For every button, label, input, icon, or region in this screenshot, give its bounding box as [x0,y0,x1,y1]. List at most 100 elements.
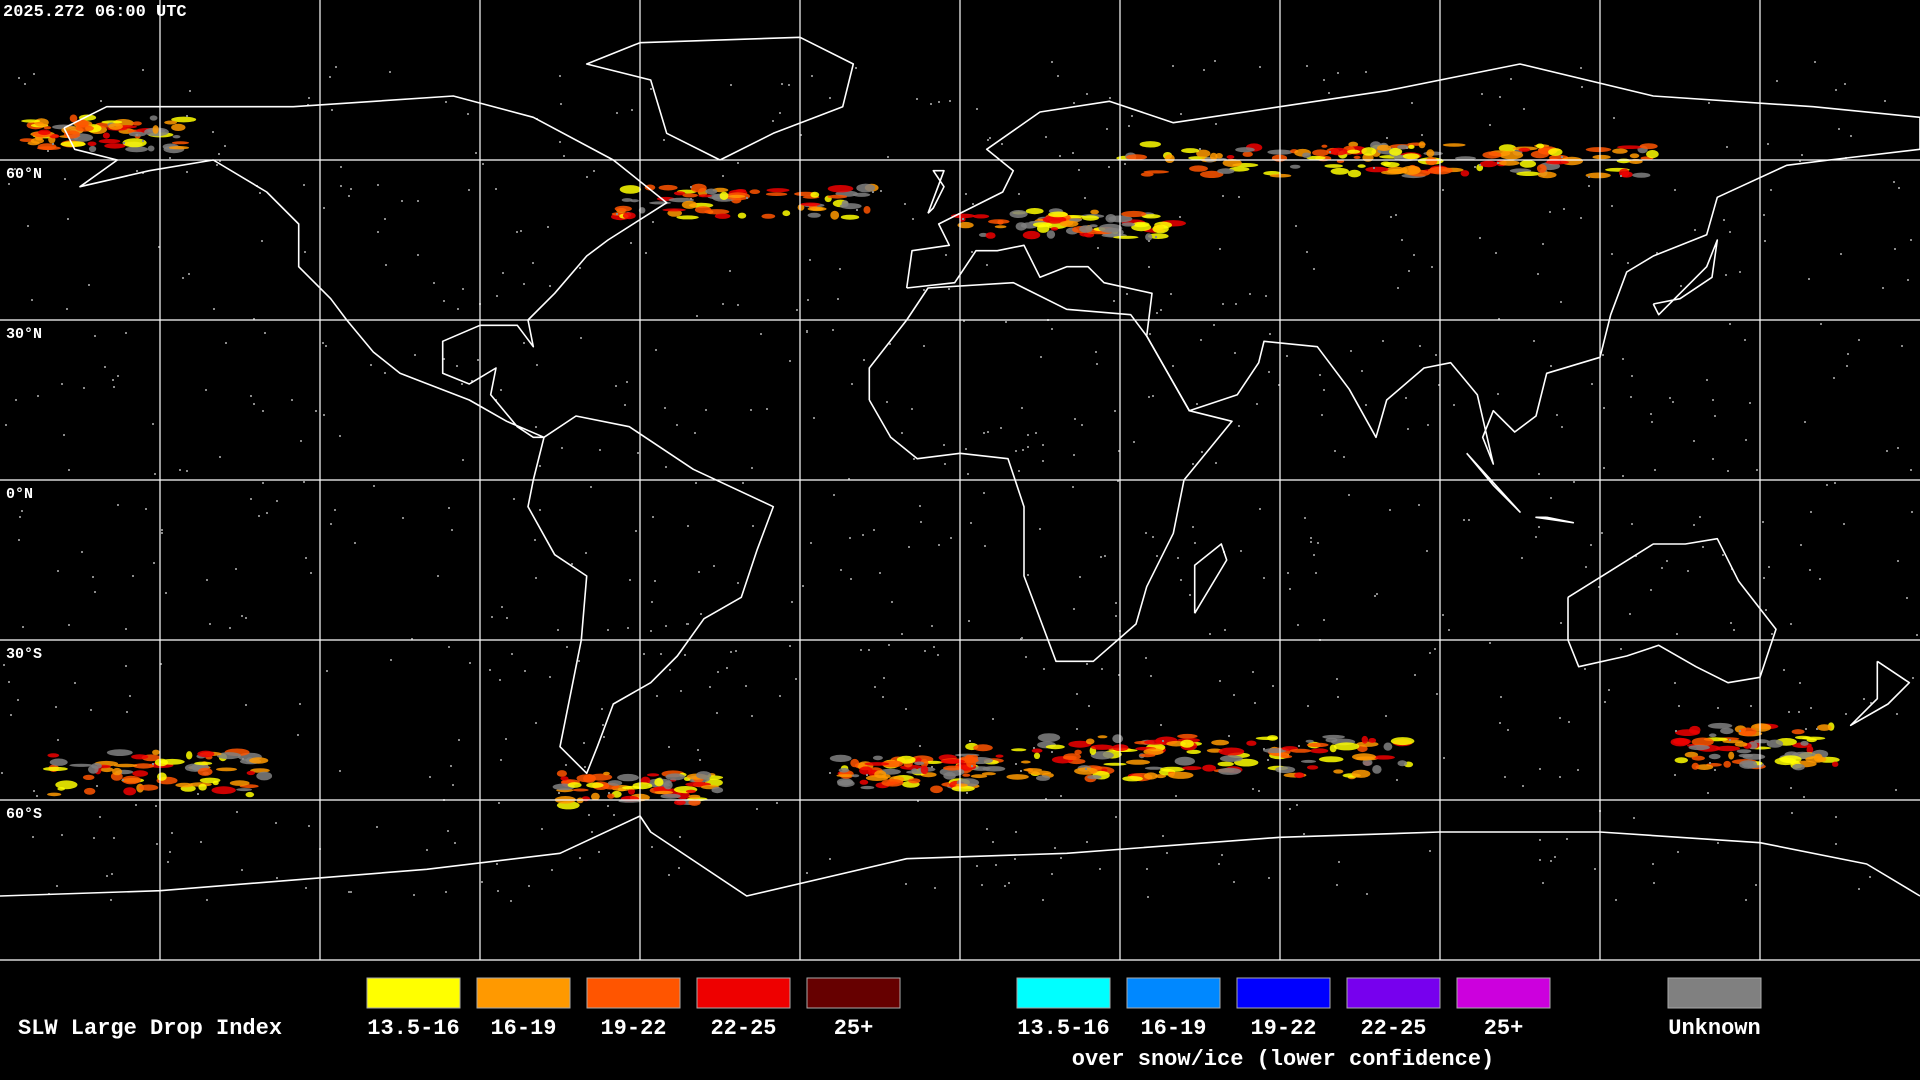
unknown-pixel [1295,225,1297,227]
cloud-pixel [1235,147,1255,153]
unknown-pixel [624,404,626,406]
unknown-pixel [766,408,768,410]
legend-title: SLW Large Drop Index [18,1016,282,1041]
unknown-pixel [1152,536,1154,538]
unknown-pixel [837,298,839,300]
cloud-pixel [1160,766,1185,772]
cloud-pixel [1121,210,1147,218]
unknown-pixel [969,740,971,742]
unknown-pixel [1045,798,1047,800]
unknown-pixel [1847,353,1849,355]
cloud-pixel [1074,749,1082,755]
unknown-pixel [660,653,662,655]
unknown-pixel [122,779,124,781]
cloud-pixel [1218,747,1245,756]
cloud-pixel [1090,744,1114,750]
unknown-pixel [495,188,497,190]
cloud-pixel [930,785,943,794]
cloud-pixel [943,765,962,771]
unknown-pixel [142,172,144,174]
cloud-pixel [685,789,697,794]
unknown-pixel [1095,351,1097,353]
unknown-pixel [1858,339,1860,341]
unknown-pixel [253,318,255,320]
unknown-pixel [1313,554,1315,556]
cloud-pixel [172,135,181,139]
unknown-pixel [402,517,404,519]
unknown-pixel [1015,450,1017,452]
unknown-pixel [481,881,483,883]
unknown-pixel [155,805,157,807]
unknown-pixel [63,434,65,436]
unknown-pixel [1666,560,1668,562]
unknown-pixel [330,523,332,525]
unknown-pixel [1559,776,1561,778]
unknown-pixel [458,739,460,741]
unknown-pixel [1411,102,1413,104]
cloud-pixel [1306,155,1326,160]
unknown-pixel [1633,817,1635,819]
unknown-pixel [1192,526,1194,528]
cloud-pixel [1356,741,1379,747]
unknown-pixel [1676,633,1678,635]
unknown-pixel [125,665,127,667]
unknown-pixel [229,627,231,629]
unknown-pixel [1680,285,1682,287]
cloud-pixel [1780,755,1802,764]
unknown-pixel [1834,482,1836,484]
unknown-pixel [535,577,537,579]
unknown-pixel [1436,693,1438,695]
cloud-pixel [1031,748,1043,753]
unknown-pixel [1252,671,1254,673]
cloud-pixel [766,188,790,193]
cloud-pixel [603,771,610,776]
unknown-pixel [1051,61,1053,63]
unknown-pixel [1219,680,1221,682]
unknown-pixel [1886,450,1888,452]
legend-label: 13.5-16 [1017,1016,1109,1041]
unknown-pixel [737,162,739,164]
unknown-pixel [1027,446,1029,448]
unknown-pixel [67,218,69,220]
unknown-pixel [1015,831,1017,833]
cloud-pixel [89,145,97,153]
unknown-pixel [742,482,744,484]
unknown-pixel [236,811,238,813]
unknown-pixel [1559,717,1561,719]
unknown-pixel [1650,413,1652,415]
unknown-pixel [1764,240,1766,242]
cloud-pixel [1085,738,1095,745]
unknown-pixel [1709,762,1711,764]
cloud-pixel [836,774,855,778]
unknown-pixel [1448,629,1450,631]
cloud-pixel [1028,770,1052,775]
unknown-pixel [645,252,647,254]
unknown-pixel [696,315,698,317]
unknown-pixel [1770,189,1772,191]
unknown-pixel [305,557,307,559]
unknown-pixel [8,681,10,683]
legend-swatch [1126,977,1221,1009]
unknown-pixel [32,836,34,838]
cloud-pixel [1022,230,1041,240]
cloud-pixel [27,141,40,146]
cloud-pixel [1177,733,1198,739]
cloud-pixel [198,783,207,791]
unknown-pixel [1252,788,1254,790]
unknown-pixel [1390,216,1392,218]
unknown-pixel [676,424,678,426]
cloud-pixel [1121,222,1136,227]
unknown-pixel [1199,148,1201,150]
unknown-pixel [93,837,95,839]
unknown-pixel [602,724,604,726]
cloud-pixel [1545,160,1570,165]
unknown-pixel [1693,524,1695,526]
unknown-pixel [506,617,508,619]
latitude-label: 30°S [6,646,42,663]
unknown-pixel [651,601,653,603]
unknown-pixel [652,221,654,223]
cloud-pixel [841,200,849,208]
unknown-pixel [19,516,21,518]
cloud-pixel [694,206,712,214]
